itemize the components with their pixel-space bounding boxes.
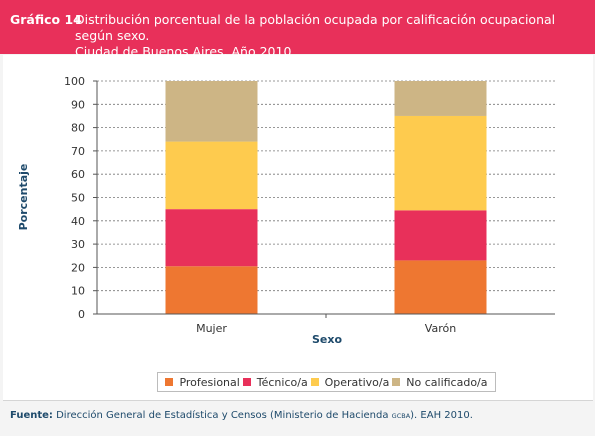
chart-panel [3,55,593,401]
legend-item-0: Profesional [165,375,240,389]
bar-mujer-1 [165,209,258,267]
y-tick-label-60: 60 [71,168,85,181]
bar-varón-3 [394,81,487,116]
y-tick-label-30: 30 [71,238,85,251]
legend-swatch-2 [310,378,319,386]
legend-item-2: Operativo/a [310,375,390,389]
source-small-text: GCBA [391,412,411,420]
bar-varón-2 [394,115,487,211]
chart-number-label: Gráfico 14 [10,12,82,27]
bar-mujer-2 [165,141,258,210]
source-text-end: ). EAH 2010. [410,410,473,421]
y-tick-label-10: 10 [71,285,85,298]
y-tick-label-0: 0 [78,308,85,321]
y-tick-label-100: 100 [64,75,85,88]
chart-legend: Profesional Técnico/a Operativo/a No califi… [157,372,496,392]
y-tick-label-80: 80 [71,122,85,135]
legend-label-3: No calificado/a [406,375,488,389]
source-note: Fuente: Dirección General de Estadística… [10,410,473,421]
chart-header: Gráfico 14 Distribución porcentual de la… [0,0,595,59]
bar-varón-1 [394,210,487,261]
y-tick-label-90: 90 [71,98,85,111]
legend-label-1: Técnico/a [256,375,308,389]
source-text: Dirección General de Estadística y Censo… [56,410,389,421]
bars [165,81,487,314]
x-tick-label-varón: Varón [425,322,456,335]
y-tick-label-50: 50 [71,192,85,205]
bar-mujer-0 [165,266,258,314]
chart-title-line-1: Distribución porcentual de la población … [75,12,556,43]
legend-item-3: No calificado/a [392,375,488,389]
y-axis-ticks: 0 10 20 30 40 50 60 70 80 90 100 [64,75,97,321]
bar-mujer-3 [165,81,258,142]
x-tick-label-mujer: Mujer [196,322,227,335]
legend-swatch-0 [165,378,174,386]
stacked-bar-chart: 0 10 20 30 40 50 60 70 80 90 100 Mujer Varón Porcen… [17,75,555,346]
y-tick-label-70: 70 [71,145,85,158]
bar-varón-0 [394,260,487,314]
y-axis-label: Porcentaje [17,164,30,231]
legend-swatch-1 [242,378,251,386]
legend-item-1: Técnico/a [242,375,308,389]
y-tick-label-20: 20 [71,261,85,274]
x-axis-label: Sexo [312,333,342,346]
legend-label-2: Operativo/a [324,375,390,389]
x-axis-ticks: Mujer Varón [196,314,456,335]
source-label: Fuente: [10,410,53,421]
legend-label-0: Profesional [179,375,240,389]
legend-swatch-3 [392,378,401,386]
y-tick-label-40: 40 [71,215,85,228]
